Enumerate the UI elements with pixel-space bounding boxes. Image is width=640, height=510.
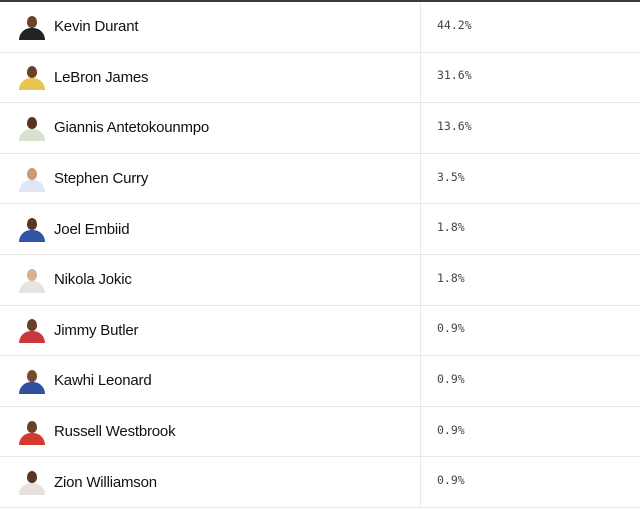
player-cell: Kawhi Leonard: [0, 356, 421, 406]
table-row: LeBron James 31.6%: [0, 52, 640, 104]
player-cell: Zion Williamson: [0, 457, 421, 507]
player-percentage: 31.6%: [437, 68, 472, 83]
player-name[interactable]: Zion Williamson: [54, 473, 157, 491]
player-name[interactable]: Kawhi Leonard: [54, 372, 152, 390]
player-percentage: 0.9%: [437, 371, 465, 386]
player-cell: Giannis Antetokounmpo: [0, 103, 421, 153]
table-row: Kevin Durant 44.2%: [0, 2, 640, 53]
player-avatar-icon: [17, 115, 47, 141]
player-name[interactable]: Stephen Curry: [54, 170, 149, 188]
player-avatar-icon: [17, 317, 47, 344]
table-row: Nikola Jokic 1.8%: [0, 254, 640, 306]
player-cell: Russell Westbrook: [0, 406, 421, 457]
player-percentage: 13.6%: [437, 118, 472, 133]
player-avatar-icon: [17, 166, 47, 192]
player-percentage: 1.8%: [437, 270, 465, 285]
player-percentage: 0.9%: [437, 422, 465, 437]
player-avatar-icon: [17, 64, 47, 91]
table-row: Jimmy Butler 0.9%: [0, 305, 640, 357]
player-name[interactable]: Joel Embiid: [54, 220, 130, 238]
player-name[interactable]: Nikola Jokic: [54, 271, 132, 289]
table-row: Stephen Curry 3.5%: [0, 153, 640, 205]
player-percentage: 44.2%: [437, 17, 472, 32]
player-avatar-icon: [17, 267, 47, 293]
player-cell: Joel Embiid: [0, 204, 421, 254]
player-percentage: 0.9%: [437, 321, 465, 336]
table-row: Zion Williamson 0.9%: [0, 457, 640, 508]
player-cell: Jimmy Butler: [0, 305, 421, 356]
player-cell: LeBron James: [0, 52, 421, 103]
player-avatar-icon: [17, 419, 47, 445]
player-avatar-icon: [17, 14, 47, 40]
player-cell: Nikola Jokic: [0, 254, 421, 305]
table-row: Giannis Antetokounmpo 13.6%: [0, 103, 640, 154]
player-percentage: 0.9%: [437, 473, 465, 488]
player-avatar-icon: [17, 216, 47, 243]
player-cell: Kevin Durant: [0, 2, 421, 52]
player-name[interactable]: Kevin Durant: [54, 18, 139, 36]
player-cell: Stephen Curry: [0, 153, 421, 204]
player-avatar-icon: [17, 368, 47, 394]
player-percentage: 1.8%: [437, 220, 465, 235]
player-name[interactable]: Giannis Antetokounmpo: [54, 119, 210, 137]
table-row: Russell Westbrook 0.9%: [0, 406, 640, 458]
player-name[interactable]: Russell Westbrook: [54, 423, 176, 441]
player-name[interactable]: LeBron James: [54, 68, 149, 86]
table-row: Joel Embiid 1.8%: [0, 204, 640, 255]
table-row: Kawhi Leonard 0.9%: [0, 356, 640, 407]
player-percentage: 3.5%: [437, 169, 465, 184]
player-avatar-icon: [17, 469, 47, 496]
player-name[interactable]: Jimmy Butler: [54, 321, 139, 339]
